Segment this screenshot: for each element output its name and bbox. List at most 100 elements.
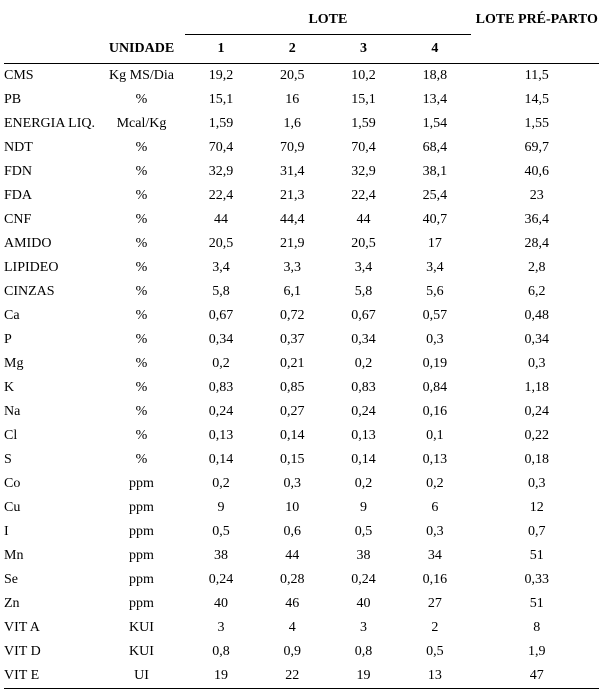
- value-cell: 0,27: [257, 400, 328, 424]
- header-lote-4: 4: [399, 35, 470, 64]
- value-cell: 0,34: [185, 328, 256, 352]
- unit-cell: ppm: [98, 520, 186, 544]
- nutrition-table: LOTE LOTE PRÉ-PARTO UNIDADE 1 2 3 4 CMSK…: [4, 8, 599, 689]
- preparto-cell: 0,3: [471, 352, 599, 376]
- value-cell: 5,8: [185, 280, 256, 304]
- value-cell: 3,3: [257, 256, 328, 280]
- param-cell: K: [4, 376, 98, 400]
- preparto-cell: 0,34: [471, 328, 599, 352]
- unit-cell: %: [98, 256, 186, 280]
- unit-cell: %: [98, 304, 186, 328]
- value-cell: 19,2: [185, 64, 256, 89]
- preparto-cell: 0,22: [471, 424, 599, 448]
- value-cell: 0,2: [185, 352, 256, 376]
- value-cell: 0,24: [328, 568, 399, 592]
- param-cell: NDT: [4, 136, 98, 160]
- param-cell: LIPIDEO: [4, 256, 98, 280]
- value-cell: 0,16: [399, 568, 470, 592]
- preparto-cell: 0,18: [471, 448, 599, 472]
- unit-cell: %: [98, 328, 186, 352]
- value-cell: 20,5: [185, 232, 256, 256]
- param-cell: VIT D: [4, 640, 98, 664]
- value-cell: 44,4: [257, 208, 328, 232]
- table-row: Seppm0,240,280,240,160,33: [4, 568, 599, 592]
- param-cell: PB: [4, 88, 98, 112]
- unit-cell: UI: [98, 664, 186, 689]
- table-row: Mnppm3844383451: [4, 544, 599, 568]
- value-cell: 38,1: [399, 160, 470, 184]
- param-cell: I: [4, 520, 98, 544]
- value-cell: 22,4: [185, 184, 256, 208]
- value-cell: 3: [328, 616, 399, 640]
- value-cell: 27: [399, 592, 470, 616]
- preparto-cell: 47: [471, 664, 599, 689]
- value-cell: 44: [328, 208, 399, 232]
- unit-cell: %: [98, 400, 186, 424]
- param-cell: CNF: [4, 208, 98, 232]
- value-cell: 5,6: [399, 280, 470, 304]
- preparto-cell: 51: [471, 544, 599, 568]
- value-cell: 44: [185, 208, 256, 232]
- value-cell: 6: [399, 496, 470, 520]
- value-cell: 68,4: [399, 136, 470, 160]
- value-cell: 1,6: [257, 112, 328, 136]
- param-cell: S: [4, 448, 98, 472]
- header-unidade: UNIDADE: [98, 35, 186, 64]
- value-cell: 0,2: [328, 472, 399, 496]
- value-cell: 1,59: [185, 112, 256, 136]
- value-cell: 19: [328, 664, 399, 689]
- value-cell: 0,2: [185, 472, 256, 496]
- value-cell: 17: [399, 232, 470, 256]
- value-cell: 0,67: [185, 304, 256, 328]
- value-cell: 0,24: [185, 400, 256, 424]
- preparto-cell: 40,6: [471, 160, 599, 184]
- preparto-cell: 28,4: [471, 232, 599, 256]
- value-cell: 4: [257, 616, 328, 640]
- preparto-cell: 2,8: [471, 256, 599, 280]
- value-cell: 20,5: [257, 64, 328, 89]
- header-preparto: LOTE PRÉ-PARTO: [471, 8, 599, 35]
- unit-cell: ppm: [98, 496, 186, 520]
- value-cell: 0,16: [399, 400, 470, 424]
- param-cell: AMIDO: [4, 232, 98, 256]
- value-cell: 44: [257, 544, 328, 568]
- table-row: S%0,140,150,140,130,18: [4, 448, 599, 472]
- header-lote: LOTE: [185, 8, 470, 35]
- value-cell: 16: [257, 88, 328, 112]
- unit-cell: %: [98, 424, 186, 448]
- table-row: PB%15,11615,113,414,5: [4, 88, 599, 112]
- value-cell: 34: [399, 544, 470, 568]
- preparto-cell: 12: [471, 496, 599, 520]
- value-cell: 0,24: [328, 400, 399, 424]
- value-cell: 0,14: [328, 448, 399, 472]
- param-cell: ENERGIA LIQ.: [4, 112, 98, 136]
- value-cell: 3: [185, 616, 256, 640]
- value-cell: 40,7: [399, 208, 470, 232]
- value-cell: 32,9: [328, 160, 399, 184]
- value-cell: 0,6: [257, 520, 328, 544]
- value-cell: 6,1: [257, 280, 328, 304]
- unit-cell: Kg MS/Dia: [98, 64, 186, 89]
- value-cell: 0,83: [185, 376, 256, 400]
- value-cell: 20,5: [328, 232, 399, 256]
- param-cell: VIT A: [4, 616, 98, 640]
- value-cell: 3,4: [328, 256, 399, 280]
- unit-cell: %: [98, 184, 186, 208]
- value-cell: 0,84: [399, 376, 470, 400]
- value-cell: 10: [257, 496, 328, 520]
- param-cell: CINZAS: [4, 280, 98, 304]
- value-cell: 0,85: [257, 376, 328, 400]
- unit-cell: ppm: [98, 472, 186, 496]
- value-cell: 19: [185, 664, 256, 689]
- table-row: VIT AKUI34328: [4, 616, 599, 640]
- value-cell: 2: [399, 616, 470, 640]
- preparto-cell: 0,48: [471, 304, 599, 328]
- unit-cell: %: [98, 160, 186, 184]
- table-row: Cl%0,130,140,130,10,22: [4, 424, 599, 448]
- value-cell: 13: [399, 664, 470, 689]
- unit-cell: %: [98, 448, 186, 472]
- param-cell: Zn: [4, 592, 98, 616]
- value-cell: 18,8: [399, 64, 470, 89]
- value-cell: 1,59: [328, 112, 399, 136]
- value-cell: 0,3: [399, 520, 470, 544]
